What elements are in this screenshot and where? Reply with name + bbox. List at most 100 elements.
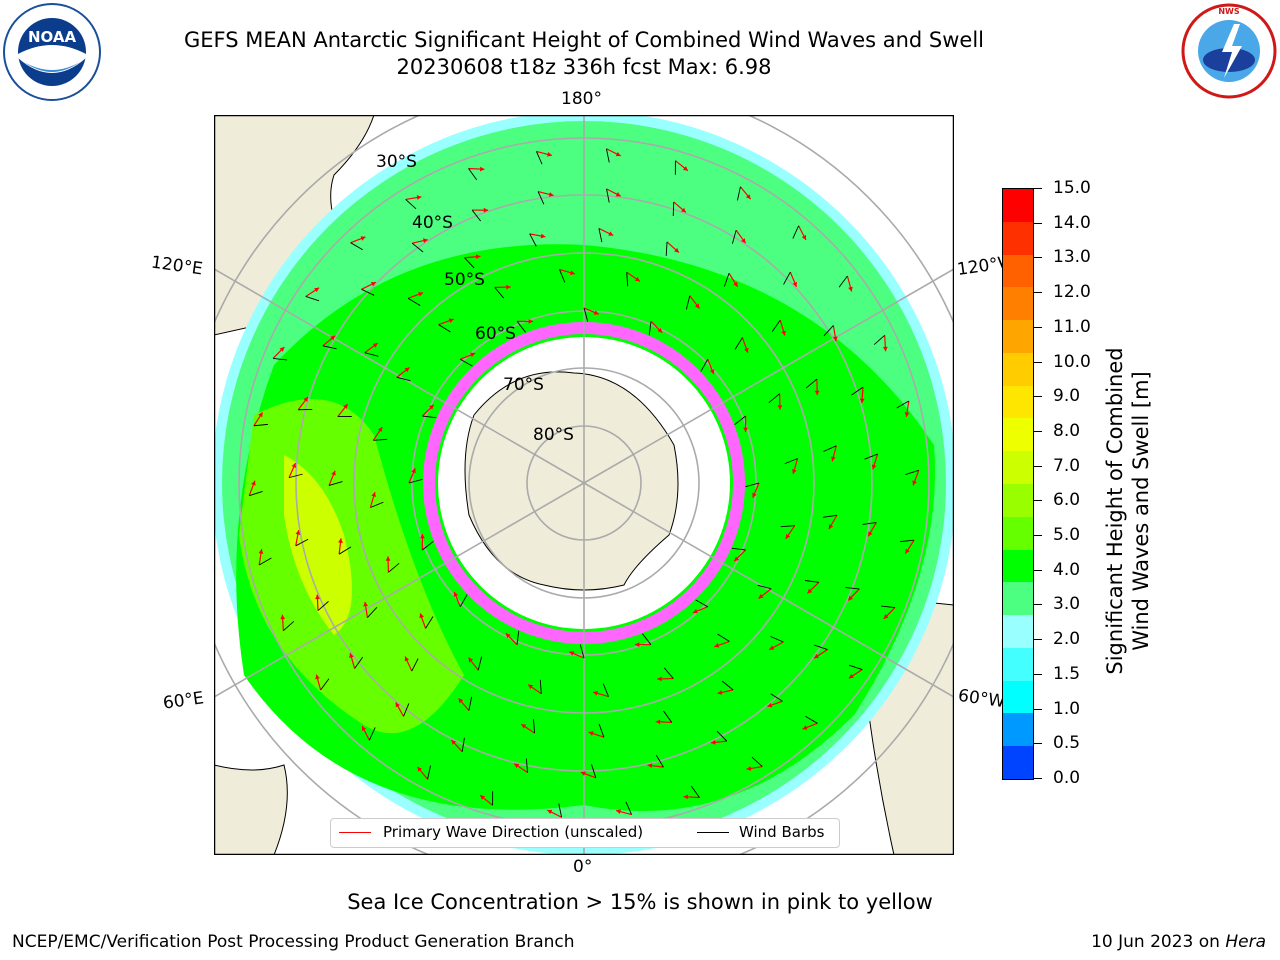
- legend-primary-label: Primary Wave Direction (unscaled): [383, 823, 644, 841]
- wind-barb: [367, 607, 378, 618]
- colorbar-tick-label: 0.5: [1053, 733, 1081, 754]
- wind-barb: [583, 307, 589, 322]
- colorbar-segment: [1003, 484, 1033, 518]
- wave-arrow-head: [683, 794, 688, 800]
- wave-arrow-head: [807, 588, 813, 594]
- svg-text:NWS: NWS: [1218, 7, 1240, 16]
- colorbar-tick-mark: [1034, 604, 1042, 606]
- wind-barb: [361, 288, 375, 296]
- wind-barb: [411, 658, 419, 672]
- wave-arrow-head: [682, 166, 688, 171]
- wind-barb: [422, 540, 434, 551]
- lat-label-40s: 40°S: [412, 213, 453, 233]
- wave-arrow-head: [411, 468, 416, 474]
- colorbar-tick-mark: [1034, 500, 1042, 502]
- wind-barb: [516, 630, 520, 645]
- lon-label-top: 180°: [561, 89, 602, 109]
- wave-arrow-head: [395, 702, 400, 708]
- wind-barb: [731, 547, 746, 551]
- wind-barb: [320, 678, 330, 691]
- wave-arrow-head: [588, 731, 594, 736]
- wave-arrow-head: [634, 276, 640, 282]
- wind-barb: [396, 376, 411, 382]
- wave-arrow-head: [540, 233, 546, 239]
- legend-barbs-label: Wind Barbs: [739, 823, 825, 841]
- wind-barb: [305, 296, 320, 302]
- wave-arrow-head: [451, 739, 457, 745]
- wave-direction-arrows: [248, 148, 920, 818]
- wind-barb: [533, 719, 536, 734]
- wave-arrow-head: [315, 674, 320, 680]
- wind-barb: [403, 703, 410, 717]
- wave-arrow-head: [848, 595, 853, 601]
- wave-arrow-head: [372, 343, 378, 348]
- wind-barb: [537, 191, 545, 205]
- chart-subtitle: 20230608 t18z 336h fcst Max: 6.98: [396, 55, 772, 79]
- wind-barb: [823, 445, 837, 452]
- colorbar-tick-mark: [1034, 778, 1042, 779]
- wave-arrow-head: [453, 591, 459, 597]
- footer-date: 10 Jun 2023 on Hera: [1091, 932, 1266, 952]
- wave-arrow-head: [279, 347, 285, 352]
- wave-arrow-head: [871, 464, 877, 470]
- noaa-logo-text: NOAA: [28, 28, 77, 46]
- wind-barb: [805, 378, 818, 389]
- wave-arrow-head: [404, 367, 410, 373]
- colorbar-segment: [1003, 254, 1033, 288]
- wind-barb: [771, 319, 781, 332]
- wave-arrow-head: [905, 548, 910, 554]
- wave-arrow-head: [428, 404, 434, 410]
- wave-arrow-head: [505, 633, 511, 639]
- wave-arrow-head: [258, 412, 263, 418]
- wave-arrow-head: [680, 207, 686, 213]
- chart-title: GEFS MEAN Antarctic Significant Height o…: [183, 28, 985, 52]
- wind-barb: [862, 522, 877, 525]
- lat-label-30s: 30°S: [376, 152, 417, 172]
- wind-barb: [411, 242, 424, 253]
- wave-arrow-head: [528, 684, 534, 690]
- wave-arrow-head: [338, 538, 343, 543]
- wind-barb: [468, 168, 478, 181]
- colorbar-tick-mark: [1034, 222, 1042, 224]
- wave-arrow-head: [295, 530, 301, 535]
- wave-arrow-head: [363, 601, 368, 607]
- colorbar-tick-label: 6.0: [1053, 490, 1081, 511]
- polar-map: [214, 115, 954, 855]
- colorbar-tick-mark: [1034, 673, 1042, 675]
- wave-arrow-head: [528, 319, 534, 324]
- wind-barb: [249, 490, 263, 497]
- wind-barb: [823, 325, 834, 337]
- wave-arrow-head: [385, 556, 391, 561]
- wind-barb: [690, 785, 700, 798]
- wind-barb: [896, 400, 910, 409]
- land-antarctica: [464, 371, 679, 591]
- wave-arrow-head: [506, 284, 511, 290]
- wind-barb: [253, 423, 268, 427]
- wind-barb: [464, 257, 475, 269]
- wave-arrow-head: [752, 492, 757, 498]
- wind-barb: [734, 415, 746, 426]
- colorbar-tick-label: 9.0: [1053, 386, 1081, 407]
- wave-arrow-head: [419, 613, 424, 619]
- wave-arrow-head: [370, 282, 376, 287]
- wind-barb: [525, 758, 528, 773]
- wave-arrow-head: [448, 318, 454, 323]
- wind-barb: [468, 696, 473, 711]
- wave-arrow-head: [758, 593, 764, 599]
- wave-arrow-head: [258, 549, 264, 554]
- colorbar-tick-label: 3.0: [1053, 594, 1081, 615]
- wind-barb: [295, 538, 309, 547]
- colorbar-tick-label: 13.0: [1053, 247, 1091, 268]
- wave-arrow-head: [458, 698, 464, 704]
- wind-barb: [373, 438, 388, 441]
- colorbar-segment: [1003, 615, 1033, 649]
- wave-arrow-head: [859, 398, 865, 404]
- wave-arrow-head: [521, 724, 527, 729]
- colorbar-tick-mark: [1034, 430, 1042, 432]
- colorbar-tick-label: 7.0: [1053, 455, 1081, 476]
- colorbar-tick-label: 0.0: [1053, 768, 1081, 788]
- wind-barb: [751, 756, 763, 767]
- wind-barb: [745, 482, 760, 488]
- wave-arrow-head: [593, 691, 599, 696]
- colorbar-tick-mark: [1034, 361, 1042, 363]
